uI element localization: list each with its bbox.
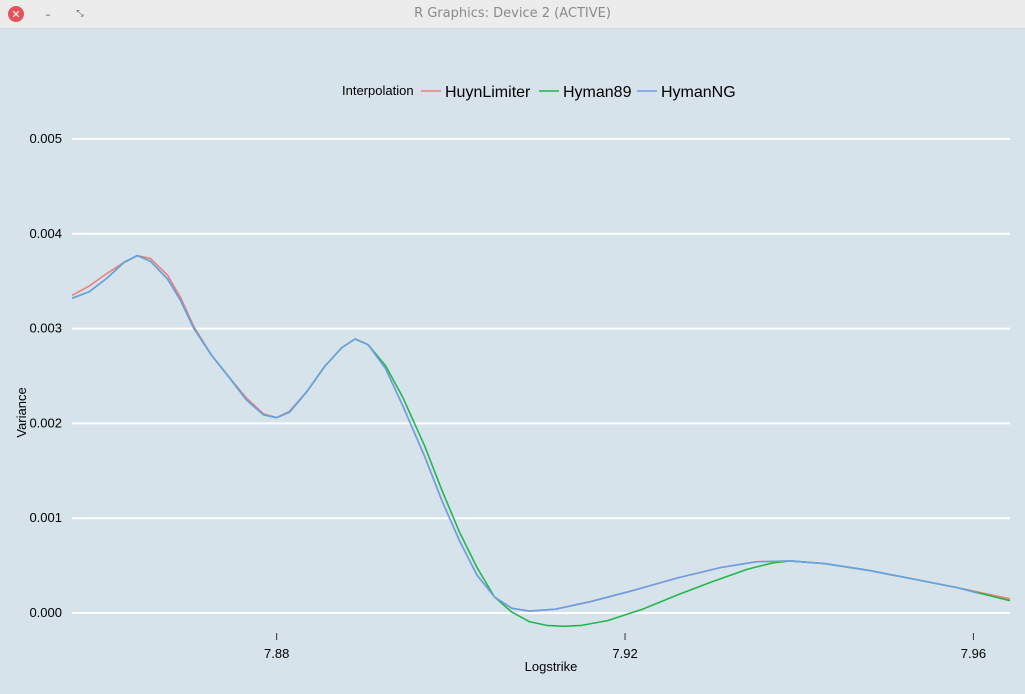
y-tick-label: 0.005 [29,131,62,146]
y-tick-label: 0.004 [29,226,62,241]
x-tick-label: 7.88 [264,646,289,661]
legend: Interpolation HuynLimiter Hyman89 HymanNG [342,83,736,101]
plot-area: 0.000 0.001 0.002 0.003 0.004 0.005 7.88 7.92 7.… [0,29,1025,690]
x-axis-label: Logstrike [525,659,578,674]
series-lines [71,254,1011,628]
y-tick-label: 0.001 [29,510,62,525]
legend-label-huynlimiter: HuynLimiter [445,84,531,101]
x-tick-label: 7.96 [961,646,986,661]
series-line-huynlimiter [71,254,1011,612]
window-title: R Graphics: Device 2 (ACTIVE) [414,6,611,21]
x-tick-label: 7.92 [612,646,637,661]
window-titlebar: ✕ – ⤡ R Graphics: Device 2 (ACTIVE) [0,0,1025,29]
grid-lines [72,137,1010,615]
y-tick-label: 0.002 [29,415,62,430]
legend-title: Interpolation [342,83,414,98]
close-icon[interactable]: ✕ [8,6,24,22]
legend-label-hymanng: HymanNG [661,84,736,101]
y-tick-label: 0.003 [29,321,62,336]
maximize-icon[interactable]: ⤡ [76,9,84,19]
series-line-hymanng [71,254,979,612]
minimize-icon[interactable]: – [45,7,51,21]
legend-label-hyman89: Hyman89 [563,84,632,101]
chart-svg: 0.000 0.001 0.002 0.003 0.004 0.005 7.88 7.92 7.… [14,83,1011,674]
axes: 0.000 0.001 0.002 0.003 0.004 0.005 7.88 7.92 7.… [29,131,986,661]
y-tick-label: 0.000 [29,605,62,620]
y-axis-label: Variance [14,387,29,437]
